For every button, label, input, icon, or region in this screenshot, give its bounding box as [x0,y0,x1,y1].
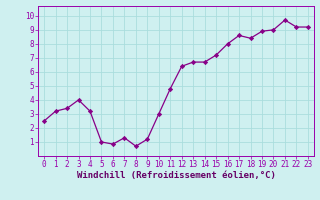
X-axis label: Windchill (Refroidissement éolien,°C): Windchill (Refroidissement éolien,°C) [76,171,276,180]
